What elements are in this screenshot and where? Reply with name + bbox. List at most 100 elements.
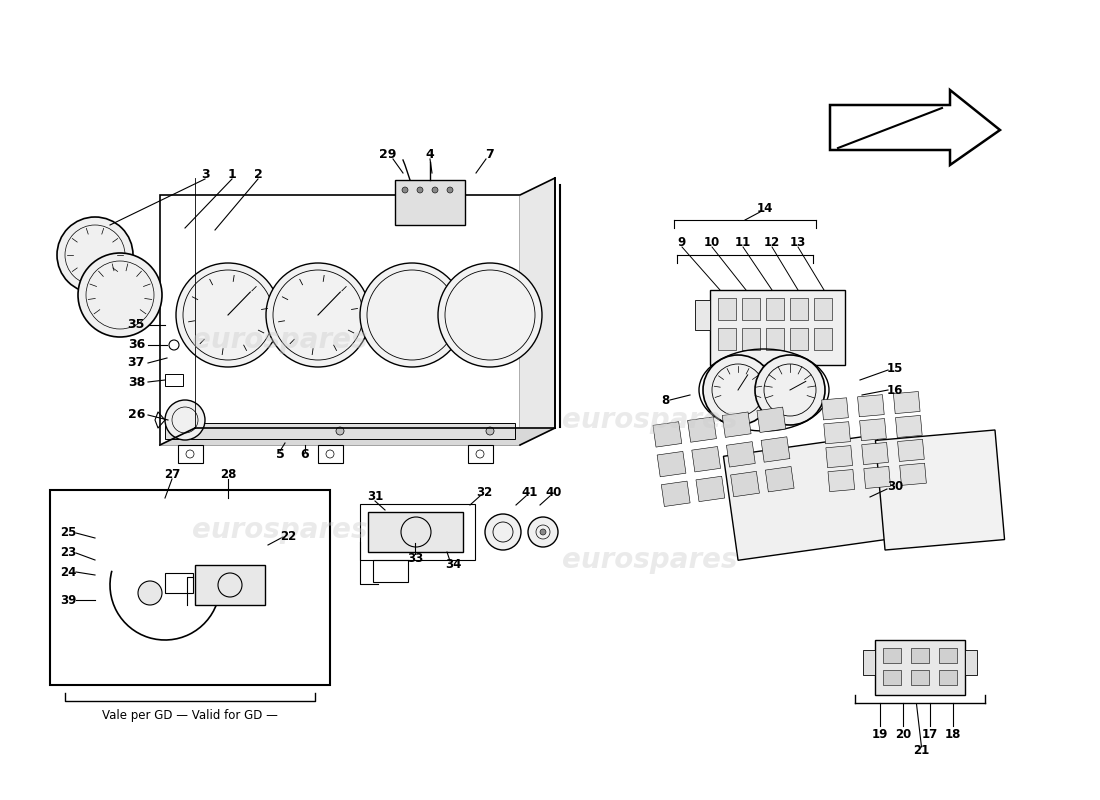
- Bar: [195, 565, 265, 605]
- Bar: [368, 512, 463, 552]
- Polygon shape: [160, 428, 556, 445]
- Text: 34: 34: [444, 558, 461, 571]
- Text: 6: 6: [300, 449, 309, 462]
- Polygon shape: [657, 451, 686, 477]
- Bar: [790, 328, 808, 350]
- Polygon shape: [520, 178, 556, 445]
- Text: 10: 10: [704, 237, 720, 250]
- Polygon shape: [860, 418, 887, 441]
- Text: 41: 41: [521, 486, 538, 498]
- Bar: [790, 298, 808, 320]
- Text: 22: 22: [279, 530, 296, 543]
- Text: 36: 36: [128, 338, 145, 351]
- Polygon shape: [826, 446, 852, 468]
- Text: 39: 39: [59, 594, 76, 606]
- Circle shape: [186, 427, 194, 435]
- Bar: [468, 445, 493, 463]
- Polygon shape: [895, 415, 922, 438]
- Circle shape: [360, 263, 464, 367]
- Bar: [718, 298, 736, 320]
- Polygon shape: [876, 430, 1004, 550]
- Bar: [710, 290, 845, 365]
- Bar: [814, 298, 832, 320]
- Bar: [373, 560, 408, 582]
- Bar: [911, 670, 930, 685]
- Polygon shape: [898, 439, 924, 462]
- Polygon shape: [864, 466, 891, 489]
- Text: 12: 12: [763, 237, 780, 250]
- Circle shape: [336, 427, 344, 435]
- Text: 2: 2: [254, 169, 263, 182]
- Circle shape: [528, 517, 558, 547]
- Text: 20: 20: [895, 729, 911, 742]
- Bar: [395, 180, 465, 225]
- Text: 25: 25: [59, 526, 76, 539]
- Polygon shape: [861, 442, 889, 465]
- Bar: [864, 650, 874, 675]
- Polygon shape: [828, 470, 855, 492]
- Polygon shape: [653, 422, 682, 447]
- Polygon shape: [824, 422, 850, 444]
- Polygon shape: [726, 442, 756, 467]
- Text: 8: 8: [661, 394, 669, 406]
- Polygon shape: [692, 446, 720, 472]
- Bar: [874, 640, 965, 695]
- Text: 14: 14: [757, 202, 773, 214]
- Bar: [742, 328, 760, 350]
- Circle shape: [417, 187, 424, 193]
- Bar: [965, 650, 977, 675]
- Text: 32: 32: [476, 486, 492, 498]
- Circle shape: [755, 355, 825, 425]
- Circle shape: [57, 217, 133, 293]
- Text: 28: 28: [220, 469, 236, 482]
- Text: 21: 21: [913, 743, 930, 757]
- Polygon shape: [661, 481, 690, 506]
- Bar: [160, 195, 520, 445]
- Bar: [939, 670, 957, 685]
- Circle shape: [176, 263, 280, 367]
- Text: eurospares: eurospares: [562, 546, 738, 574]
- Text: 31: 31: [367, 490, 383, 503]
- Bar: [766, 328, 784, 350]
- Text: 16: 16: [887, 383, 903, 397]
- Text: 11: 11: [735, 237, 751, 250]
- Text: 29: 29: [379, 149, 397, 162]
- Bar: [360, 504, 475, 560]
- Text: 15: 15: [887, 362, 903, 374]
- Text: 38: 38: [128, 375, 145, 389]
- Bar: [165, 423, 515, 439]
- Circle shape: [540, 529, 546, 535]
- Polygon shape: [723, 412, 751, 438]
- Circle shape: [703, 355, 773, 425]
- Circle shape: [432, 187, 438, 193]
- Text: 7: 7: [485, 149, 494, 162]
- Polygon shape: [858, 394, 884, 417]
- Bar: [766, 298, 784, 320]
- Polygon shape: [900, 463, 926, 486]
- Text: 5: 5: [276, 449, 285, 462]
- Polygon shape: [766, 466, 794, 492]
- Bar: [178, 445, 204, 463]
- Polygon shape: [830, 90, 1000, 165]
- Text: 37: 37: [128, 357, 145, 370]
- Circle shape: [485, 514, 521, 550]
- Bar: [50, 490, 330, 685]
- Text: 19: 19: [872, 729, 888, 742]
- Bar: [165, 374, 183, 386]
- Text: 40: 40: [546, 486, 562, 498]
- Text: 4: 4: [426, 149, 434, 162]
- Bar: [883, 670, 901, 685]
- Text: eurospares: eurospares: [562, 406, 738, 434]
- Text: 26: 26: [128, 409, 145, 422]
- Polygon shape: [757, 407, 785, 433]
- Polygon shape: [761, 437, 790, 462]
- Text: 33: 33: [407, 551, 424, 565]
- Polygon shape: [724, 434, 892, 560]
- Polygon shape: [730, 471, 759, 497]
- Bar: [165, 573, 192, 593]
- Circle shape: [78, 253, 162, 337]
- Circle shape: [402, 187, 408, 193]
- Text: 13: 13: [790, 237, 806, 250]
- Bar: [939, 648, 957, 663]
- Text: 17: 17: [922, 729, 938, 742]
